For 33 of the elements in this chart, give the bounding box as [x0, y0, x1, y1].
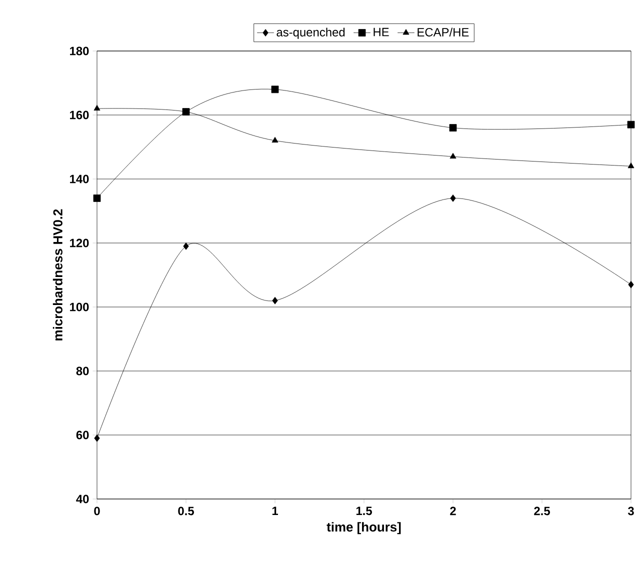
- point: [628, 162, 634, 168]
- point: [183, 242, 189, 250]
- y-tick-label: 40: [76, 494, 89, 504]
- y-tick-label: 80: [76, 366, 89, 376]
- point: [628, 280, 634, 288]
- point: [93, 194, 101, 202]
- x-tick-label: 1.5: [356, 506, 372, 516]
- point: [272, 296, 278, 304]
- y-tick-label: 180: [70, 46, 89, 56]
- point: [450, 194, 456, 202]
- y-tick-label: 160: [70, 110, 89, 120]
- y-tick-label: 100: [70, 302, 89, 312]
- y-axis-title: microhardness HV0.2: [52, 209, 62, 340]
- legend-label: as-quenched: [276, 28, 345, 39]
- point: [272, 136, 278, 143]
- point: [94, 104, 100, 111]
- x-tick-label: 1: [272, 506, 278, 515]
- x-tick-label: 3: [628, 506, 634, 516]
- point: [271, 86, 279, 94]
- point: [94, 434, 100, 442]
- x-tick-label: 0.5: [178, 506, 194, 516]
- point: [627, 120, 635, 128]
- x-axis-title: time [hours]: [326, 522, 401, 534]
- legend-label: HE: [374, 28, 389, 36]
- x-tick-label: 2.5: [534, 506, 550, 516]
- point: [450, 152, 456, 159]
- point: [449, 124, 457, 132]
- y-tick-label: 60: [76, 430, 89, 440]
- legend-label: ECAP/HE: [418, 28, 469, 36]
- y-tick-label: 140: [70, 174, 89, 184]
- x-tick-label: 2: [450, 506, 456, 516]
- y-tick-label: 120: [70, 238, 89, 248]
- x-tick-label: 0: [94, 506, 100, 516]
